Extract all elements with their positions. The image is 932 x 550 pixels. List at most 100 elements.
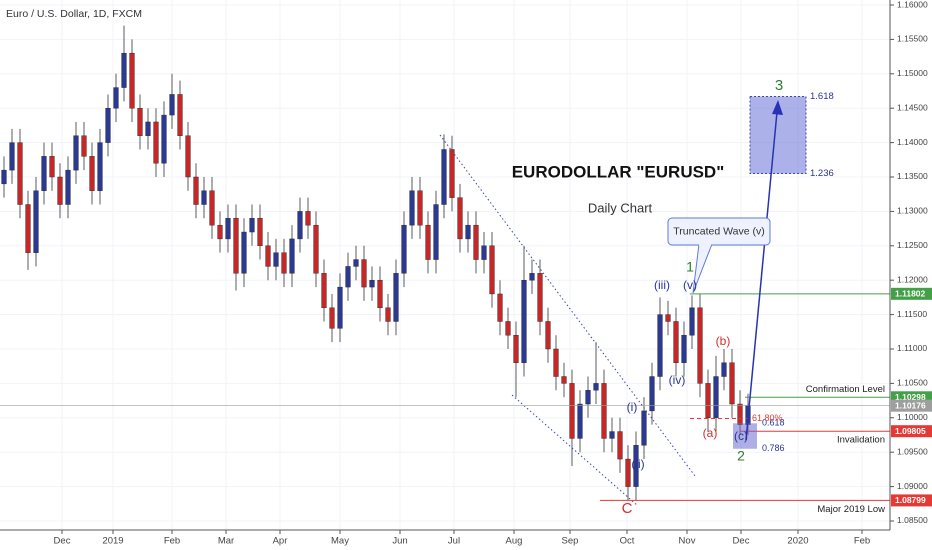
- y-tick-label: 1.08500: [897, 515, 928, 525]
- candle-body: [81, 135, 87, 157]
- candle-body: [609, 431, 615, 439]
- y-tick-label: 1.14000: [897, 137, 928, 147]
- candle-body: [361, 259, 367, 288]
- y-tick-label: 1.16000: [897, 0, 928, 9]
- wave-label: (ii): [631, 457, 644, 471]
- candle-body: [337, 286, 343, 329]
- candle-body: [89, 156, 95, 191]
- candle-body: [57, 176, 63, 205]
- x-tick-label: Nov: [679, 536, 696, 547]
- candle-body: [281, 252, 287, 274]
- candle-body: [273, 252, 279, 267]
- candle-body: [417, 190, 423, 226]
- candle-body: [41, 156, 47, 191]
- candle-body: [665, 314, 671, 322]
- candle-body: [17, 142, 23, 205]
- plot: [1, 25, 751, 501]
- wave-label: 1: [686, 259, 694, 275]
- candle-body: [1, 169, 7, 185]
- y-tick-label: 1.12500: [897, 240, 928, 250]
- wave-label: (i): [627, 400, 638, 414]
- candle-body: [129, 52, 135, 109]
- candle-body: [185, 135, 191, 178]
- grid: [0, 0, 890, 530]
- x-tick-label: Aug: [506, 536, 523, 547]
- candle-body: [209, 190, 215, 226]
- channel-line: [439, 134, 696, 477]
- wave-label: (iv): [669, 373, 686, 387]
- candle-body: [257, 218, 263, 246]
- candle-body: [265, 245, 271, 267]
- candle-body: [137, 107, 143, 136]
- candle-body: [305, 211, 311, 226]
- candle-body: [505, 321, 511, 336]
- candle-body: [313, 224, 319, 274]
- candle-body: [673, 321, 679, 363]
- x-tick-label: Dec: [733, 536, 750, 547]
- candle-body: [657, 314, 663, 377]
- price-tag: [891, 287, 932, 300]
- arrow-head: [772, 100, 783, 115]
- retracement-zone: [733, 423, 757, 449]
- callout-text: Truncated Wave (v): [673, 225, 764, 237]
- candle-body: [449, 149, 455, 198]
- chart-title: EURODOLLAR "EURUSD": [512, 162, 725, 181]
- price-tag: [891, 399, 932, 412]
- retracement-label: 0.618: [762, 418, 785, 428]
- candle-body: [713, 376, 719, 418]
- chart-subtitle: Daily Chart: [588, 200, 653, 215]
- callout-box: [667, 217, 771, 246]
- candle-body: [577, 403, 583, 439]
- price-tag-label: 1.08799: [895, 495, 926, 505]
- x-tick-label: Feb: [164, 536, 180, 547]
- candle-body: [385, 307, 391, 322]
- x-tick-label: Sep: [562, 536, 579, 547]
- wave-label: C: [622, 500, 633, 517]
- y-tick-label: 1.13000: [897, 206, 928, 216]
- candle-body: [121, 52, 127, 88]
- candle-body: [489, 245, 495, 295]
- level-label: Major 2019 Low: [817, 504, 885, 515]
- candle-body: [321, 273, 327, 308]
- candle-body: [569, 383, 575, 439]
- candle-body: [193, 176, 199, 205]
- axis-background: [890, 0, 932, 550]
- candle-body: [217, 224, 223, 240]
- candle-body: [441, 149, 447, 205]
- candle-body: [729, 362, 735, 405]
- candle-body: [433, 204, 439, 260]
- candle-body: [697, 307, 703, 384]
- candle-body: [473, 224, 479, 260]
- callout-joint: [699, 243, 711, 246]
- candle-body: [393, 273, 399, 322]
- header: Euro / U.S. Dollar, 1D, FXCM: [6, 8, 142, 20]
- y-tick-label: 1.11500: [897, 309, 927, 319]
- wave-label: (v): [683, 278, 697, 292]
- x-tick-label: 2020: [787, 536, 808, 547]
- y-tick-label: 1.10500: [897, 378, 928, 388]
- candle-body: [521, 279, 527, 363]
- price-tag: [891, 425, 932, 438]
- x-tick-label: Oct: [620, 536, 635, 547]
- candle-body: [25, 204, 31, 253]
- y-tick-label: 1.12000: [897, 274, 928, 284]
- price-tag-label: 1.10176: [895, 400, 926, 410]
- candle-body: [113, 87, 119, 109]
- y-tick-label: 1.11000: [897, 343, 927, 353]
- projection-arrow: [745, 111, 778, 441]
- candle-body: [545, 321, 551, 350]
- candle-body: [625, 458, 631, 487]
- candle-body: [641, 410, 647, 446]
- candle-body: [161, 114, 167, 164]
- wave-label: 2: [737, 448, 745, 464]
- candle-body: [329, 307, 335, 329]
- y-tick-label: 1.14500: [897, 102, 928, 112]
- candle-body: [537, 273, 543, 322]
- level-label: Confirmation Level: [806, 384, 885, 395]
- candle-body: [145, 121, 151, 136]
- wave-label: (b): [716, 334, 731, 348]
- x-tick-label: Jul: [448, 536, 460, 547]
- candle-body: [225, 218, 231, 240]
